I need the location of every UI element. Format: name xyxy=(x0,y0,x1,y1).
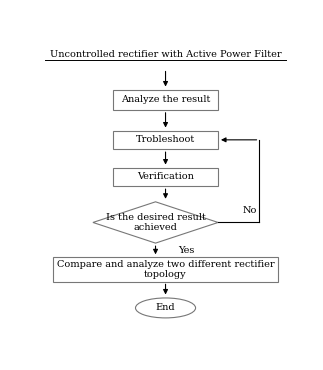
FancyBboxPatch shape xyxy=(113,90,218,110)
Ellipse shape xyxy=(136,298,196,318)
Text: Verification: Verification xyxy=(137,172,194,181)
Text: No: No xyxy=(242,206,256,215)
FancyBboxPatch shape xyxy=(113,131,218,149)
Text: Yes: Yes xyxy=(178,246,194,255)
FancyBboxPatch shape xyxy=(113,168,218,186)
Text: Trobleshoot: Trobleshoot xyxy=(136,135,195,144)
Polygon shape xyxy=(93,202,218,243)
Text: Is the desired result
achieved: Is the desired result achieved xyxy=(106,213,205,232)
Text: Uncontrolled rectifier with Active Power Filter: Uncontrolled rectifier with Active Power… xyxy=(50,50,281,59)
Text: End: End xyxy=(156,303,175,312)
Text: Analyze the result: Analyze the result xyxy=(121,95,210,104)
FancyBboxPatch shape xyxy=(53,258,278,282)
Text: Compare and analyze two different rectifier
topology: Compare and analyze two different rectif… xyxy=(57,260,274,279)
